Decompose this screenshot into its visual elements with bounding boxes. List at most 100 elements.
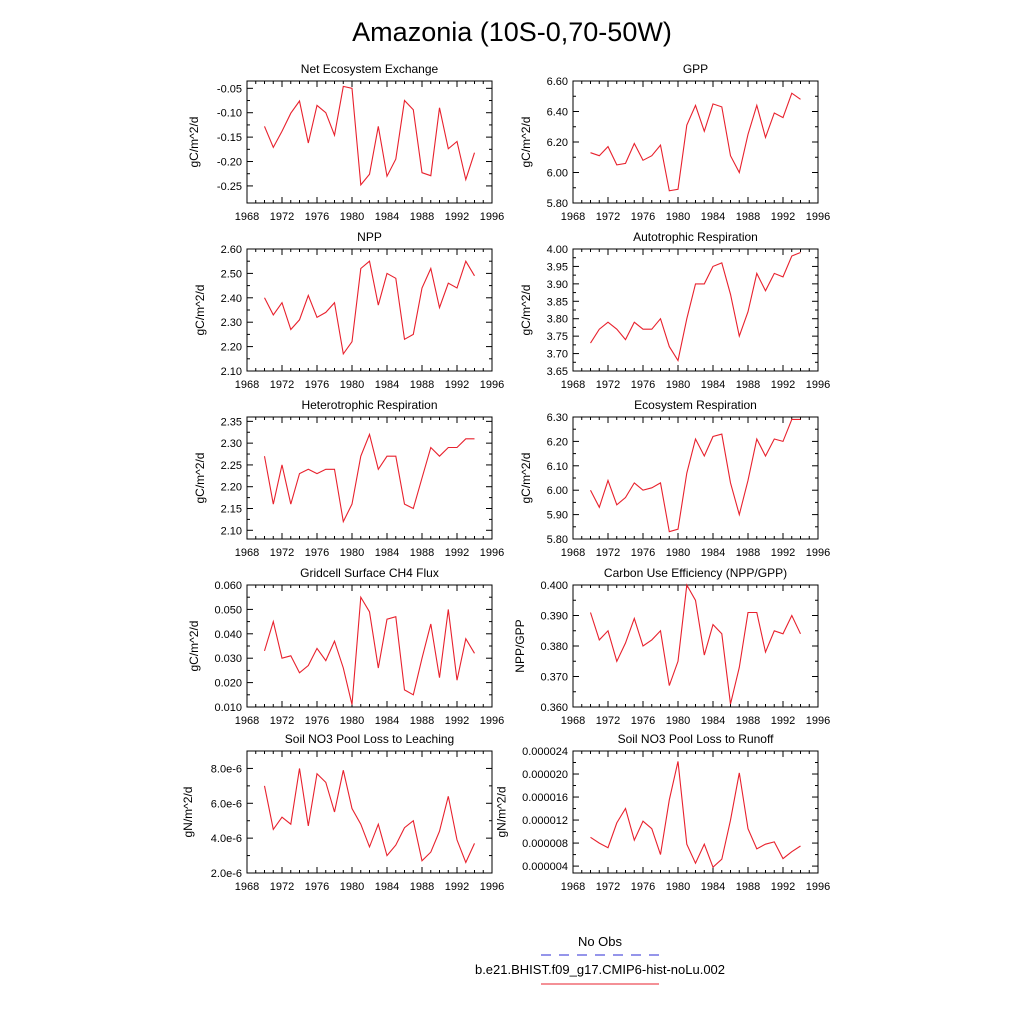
y-tick-label: 2.40 — [221, 293, 242, 305]
x-tick-label: 1980 — [340, 547, 364, 559]
panel-6: Gridcell Surface CH4 Flux 1968 1972 1976 198… — [187, 566, 504, 727]
y-tick-label: 6.20 — [547, 436, 568, 448]
legend-obs-label: No Obs — [578, 934, 623, 949]
plot-frame — [572, 80, 819, 204]
panel-title: Carbon Use Efficiency (NPP/GPP) — [604, 566, 787, 580]
y-tick-label: 2.50 — [221, 268, 242, 280]
x-tick-label: 1976 — [305, 211, 329, 223]
x-tick-label: 1980 — [340, 715, 364, 727]
x-tick-label: 1988 — [736, 379, 760, 391]
x-tick-label: 1984 — [701, 379, 725, 391]
x-tick-label: 1972 — [270, 547, 294, 559]
x-tick-label: 1996 — [806, 881, 830, 893]
x-tick-label: 1992 — [445, 547, 469, 559]
x-tick-label: 1996 — [480, 881, 504, 893]
series-line — [263, 85, 476, 187]
series-line — [263, 432, 475, 524]
x-tick-label: 1996 — [480, 379, 504, 391]
x-tick-label: 1972 — [596, 211, 620, 223]
x-tick-label: 1988 — [736, 715, 760, 727]
series-line — [590, 418, 801, 533]
x-tick-label: 1984 — [375, 715, 399, 727]
plot-frame — [246, 584, 493, 708]
series-line — [589, 583, 801, 705]
series-line — [590, 251, 801, 362]
y-tick-label: 2.20 — [221, 342, 242, 354]
panel-title: NPP — [357, 230, 382, 244]
x-tick-label: 1996 — [806, 547, 830, 559]
y-tick-label: -0.25 — [217, 181, 242, 193]
x-tick-label: 1980 — [340, 379, 364, 391]
x-tick-label: 1976 — [631, 379, 655, 391]
x-tick-label: 1976 — [305, 881, 329, 893]
figure-title: Amazonia (10S-0,70-50W) — [352, 17, 672, 47]
x-tick-label: 1988 — [736, 547, 760, 559]
x-tick-label: 1972 — [596, 379, 620, 391]
x-tick-label: 1972 — [596, 715, 620, 727]
x-tick-label: 1996 — [480, 547, 504, 559]
panel-3: Autotrophic Respiration 1968 1972 1976 1980 1… — [519, 230, 830, 391]
x-tick-label: 1988 — [410, 715, 434, 727]
panel-title: Net Ecosystem Exchange — [301, 62, 439, 76]
y-tick-label: 0.000004 — [522, 861, 568, 873]
x-tick-label: 1976 — [631, 715, 655, 727]
x-tick-label: 1992 — [445, 211, 469, 223]
x-tick-label: 1972 — [270, 715, 294, 727]
y-tick-label: 0.380 — [540, 641, 568, 653]
panel-title: Heterotrophic Respiration — [301, 398, 437, 412]
x-tick-label: 1988 — [410, 379, 434, 391]
series-line — [264, 259, 475, 356]
x-tick-label: 1992 — [771, 211, 795, 223]
y-tick-label: 3.95 — [547, 261, 568, 273]
y-tick-label: 3.85 — [547, 296, 568, 308]
plot-frame — [246, 80, 493, 204]
y-tick-label: 4.00 — [547, 244, 568, 256]
y-tick-label: 2.10 — [221, 366, 242, 378]
x-tick-label: 1996 — [806, 211, 830, 223]
x-tick-label: 1980 — [340, 211, 364, 223]
panel-0: Net Ecosystem Exchange 1968 1972 1976 1980 19… — [187, 62, 504, 223]
y-axis-label: gN/m^2/d — [494, 787, 508, 838]
x-tick-label: 1980 — [666, 715, 690, 727]
x-tick-label: 1976 — [631, 211, 655, 223]
y-tick-label: -0.10 — [217, 108, 242, 120]
x-tick-label: 1976 — [305, 715, 329, 727]
y-tick-label: 6.60 — [547, 76, 568, 88]
x-tick-label: 1996 — [806, 379, 830, 391]
y-tick-label: 3.90 — [547, 279, 568, 291]
panel-grid: Net Ecosystem Exchange 1968 1972 1976 1980 19… — [181, 62, 830, 893]
panel-title: Ecosystem Respiration — [634, 398, 757, 412]
y-tick-label: 2.20 — [221, 482, 242, 494]
y-tick-label: 0.400 — [540, 580, 568, 592]
y-axis-label: gC/m^2/d — [193, 285, 207, 336]
x-tick-label: 1980 — [666, 547, 690, 559]
y-tick-label: 2.30 — [221, 438, 242, 450]
y-tick-label: 2.60 — [221, 244, 242, 256]
y-axis-label: NPP/GPP — [513, 619, 527, 672]
legend: No Obs b.e21.BHIST.f09_g17.CMIP6-hist-no… — [475, 934, 725, 985]
y-tick-label: 3.65 — [547, 366, 568, 378]
y-tick-label: -0.20 — [217, 157, 242, 169]
series-line — [263, 768, 476, 864]
y-tick-label: 0.360 — [540, 702, 568, 714]
y-tick-label: 0.060 — [214, 580, 242, 592]
plot-frame — [572, 416, 819, 540]
y-tick-label: 2.30 — [221, 317, 242, 329]
y-axis-label: gC/m^2/d — [519, 453, 533, 504]
series-line — [590, 761, 801, 869]
x-tick-label: 1976 — [631, 881, 655, 893]
y-tick-label: 6.10 — [547, 461, 568, 473]
x-tick-label: 1972 — [270, 211, 294, 223]
y-tick-label: 0.010 — [214, 702, 242, 714]
x-tick-label: 1992 — [771, 379, 795, 391]
y-tick-label: 0.020 — [214, 678, 242, 690]
x-tick-label: 1968 — [235, 379, 259, 391]
y-tick-label: 0.390 — [540, 611, 568, 623]
y-axis-label: gC/m^2/d — [193, 453, 207, 504]
x-tick-label: 1988 — [410, 547, 434, 559]
x-tick-label: 1980 — [666, 379, 690, 391]
y-tick-label: 6.00 — [547, 485, 568, 497]
y-tick-label: 0.000008 — [522, 838, 568, 850]
